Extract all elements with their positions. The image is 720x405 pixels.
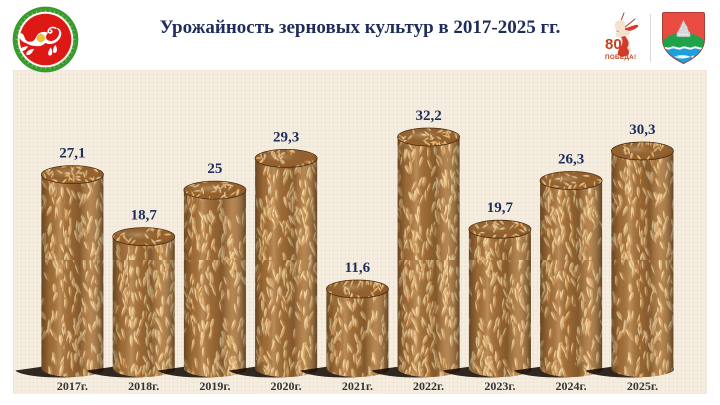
svg-text:27,1: 27,1 <box>59 146 85 162</box>
svg-text:32,2: 32,2 <box>415 108 441 124</box>
svg-text:2025г.: 2025г. <box>627 379 658 393</box>
svg-text:29,3: 29,3 <box>273 129 299 145</box>
svg-text:18,7: 18,7 <box>131 208 158 224</box>
svg-text:2018г.: 2018г. <box>128 379 159 393</box>
svg-text:2023г.: 2023г. <box>484 379 515 393</box>
svg-text:11,6: 11,6 <box>345 260 371 276</box>
svg-text:2022г.: 2022г. <box>413 379 444 393</box>
svg-text:26,3: 26,3 <box>558 152 584 168</box>
svg-text:80: 80 <box>605 36 622 53</box>
svg-text:25: 25 <box>207 161 222 177</box>
svg-text:19,7: 19,7 <box>487 200 514 216</box>
svg-text:30,3: 30,3 <box>629 122 655 138</box>
svg-text:2024г.: 2024г. <box>556 379 587 393</box>
svg-text:2019г.: 2019г. <box>199 379 230 393</box>
svg-text:2021г.: 2021г. <box>342 379 373 393</box>
svg-text:2017г.: 2017г. <box>57 379 88 393</box>
svg-text:ПОБЕДА!: ПОБЕДА! <box>605 54 636 61</box>
svg-text:2020г.: 2020г. <box>271 379 302 393</box>
